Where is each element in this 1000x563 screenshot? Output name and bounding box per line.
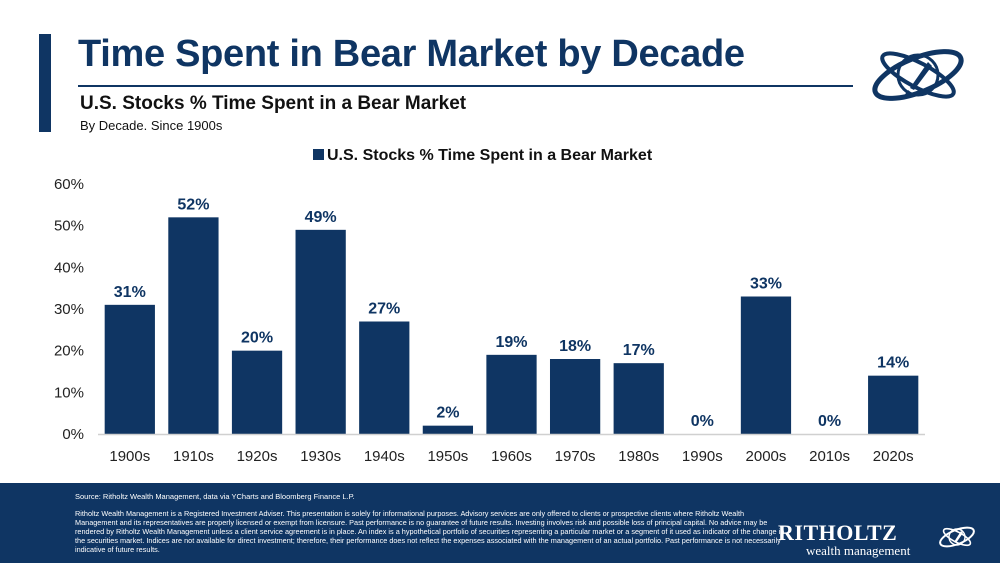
rocket-orbit-icon	[872, 49, 964, 101]
legend-swatch	[313, 149, 324, 160]
x-tick-label: 1950s	[427, 448, 468, 465]
disclaimer-text: Ritholtz Wealth Management is a Register…	[75, 509, 785, 554]
title-divider	[78, 85, 853, 87]
x-tick-label: 2020s	[873, 448, 914, 465]
rocket-orbit-icon	[939, 526, 975, 548]
x-tick-label: 1990s	[682, 448, 723, 465]
bar	[740, 296, 792, 434]
bar	[295, 229, 346, 434]
data-label: 14%	[877, 355, 909, 372]
bar	[422, 425, 474, 434]
legend-label: U.S. Stocks % Time Spent in a Bear Marke…	[327, 147, 653, 164]
y-tick-label: 0%	[62, 426, 84, 443]
data-label: 0%	[818, 413, 841, 430]
bar	[168, 217, 219, 434]
title-accent-bar	[39, 34, 51, 132]
y-tick-label: 30%	[54, 301, 84, 318]
y-tick-label: 10%	[54, 384, 84, 401]
data-label: 33%	[750, 276, 782, 293]
data-label: 18%	[559, 338, 591, 355]
chart-note: By Decade. Since 1900s	[80, 118, 223, 133]
bar	[868, 375, 919, 434]
data-label: 2%	[436, 405, 459, 422]
bar	[231, 350, 283, 434]
bar	[359, 321, 410, 434]
data-label: 20%	[241, 330, 273, 347]
page-title: Time Spent in Bear Market by Decade	[78, 33, 745, 75]
data-labels: 31% 52% 20% 49% 27% 2% 19% 18% 17% 0% 33% 0% 14%	[114, 196, 909, 430]
x-tick-label: 1940s	[364, 448, 405, 465]
x-tick-label: 1910s	[173, 448, 214, 465]
bar	[104, 304, 155, 434]
y-tick-label: 40%	[54, 259, 84, 276]
brand-name: RITHOLTZ	[778, 520, 898, 545]
data-label: 52%	[177, 196, 209, 213]
x-tick-label: 1970s	[555, 448, 596, 465]
x-tick-label: 2010s	[809, 448, 850, 465]
x-axis: 1900s 1910s 1920s 1930s 1940s 1950s 1960s 1970s…	[98, 433, 925, 465]
y-tick-label: 20%	[54, 343, 84, 360]
data-label: 17%	[623, 342, 655, 359]
brand-tagline: wealth management	[806, 543, 911, 558]
data-label: 27%	[368, 301, 400, 318]
y-tick-label: 60%	[54, 176, 84, 193]
footer: Source: Ritholtz Wealth Management, data…	[0, 483, 1000, 563]
y-tick-label: 50%	[54, 218, 84, 235]
bars	[104, 217, 919, 434]
x-tick-label: 1960s	[491, 448, 532, 465]
y-axis: 0% 10% 20% 30% 40% 50% 60%	[54, 176, 84, 443]
data-label: 19%	[495, 334, 527, 351]
bar	[613, 363, 664, 434]
bar-chart: U.S. Stocks % Time Spent in a Bear Marke…	[54, 147, 925, 465]
data-label: 0%	[691, 413, 714, 430]
bar	[549, 359, 601, 434]
x-tick-label: 1900s	[109, 448, 150, 465]
x-tick-label: 1920s	[237, 448, 278, 465]
x-tick-label: 2000s	[746, 448, 787, 465]
data-label: 49%	[305, 209, 337, 226]
source-note: Source: Ritholtz Wealth Management, data…	[75, 492, 355, 501]
data-label: 31%	[114, 284, 146, 301]
chart-subtitle: U.S. Stocks % Time Spent in a Bear Marke…	[80, 93, 467, 114]
x-tick-label: 1980s	[618, 448, 659, 465]
bar	[486, 354, 537, 434]
x-tick-label: 1930s	[300, 448, 341, 465]
